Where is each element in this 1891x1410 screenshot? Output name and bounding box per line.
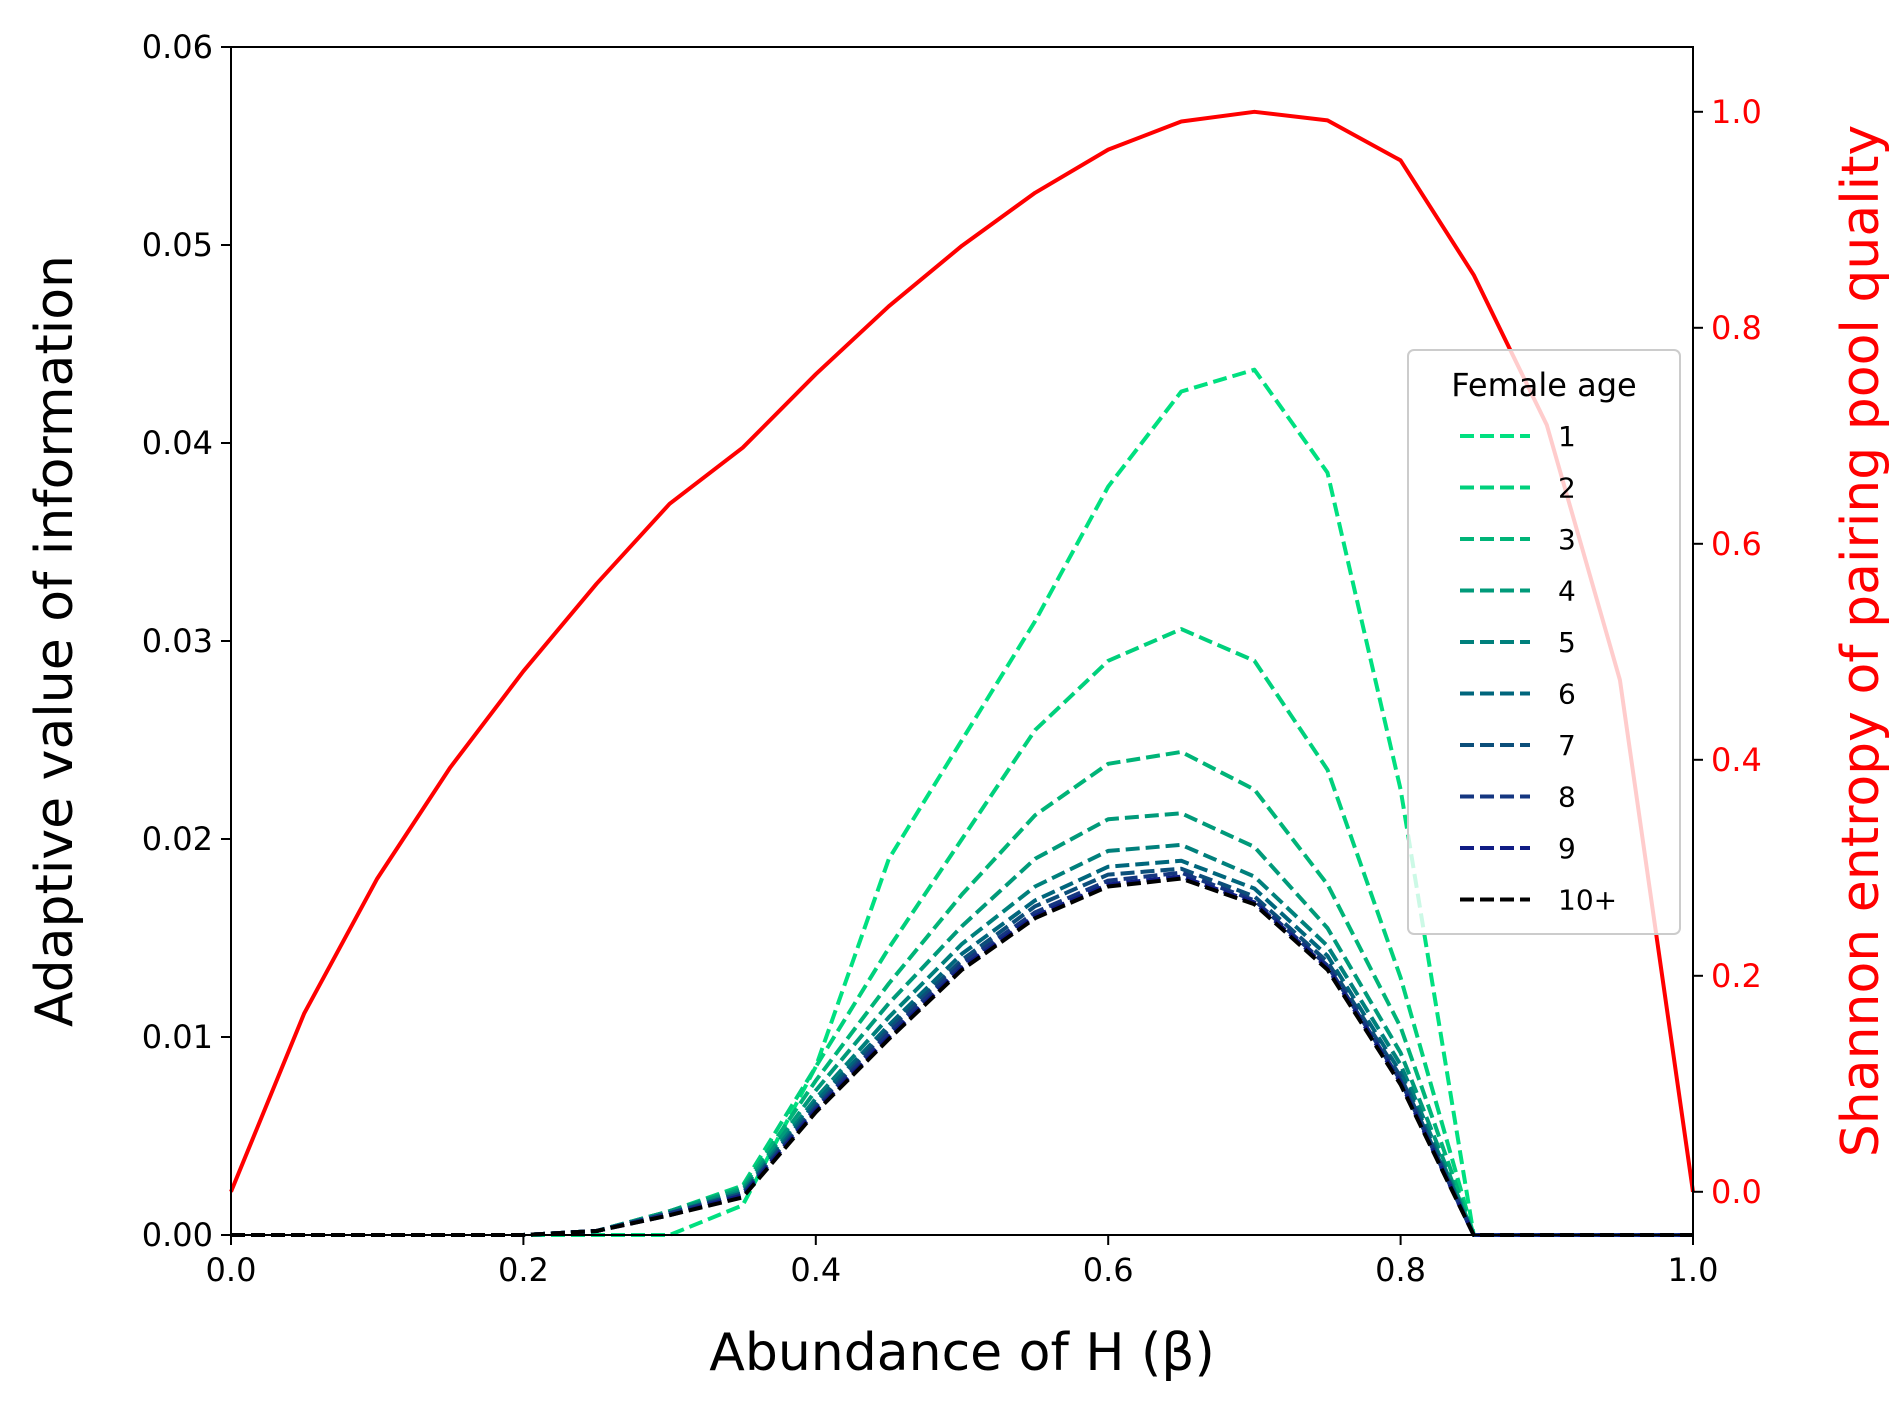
entropy-line bbox=[229, 109, 1695, 1193]
y-tick-label: 0.03 bbox=[142, 622, 213, 660]
legend-label: 1 bbox=[1558, 420, 1576, 453]
y2-axis-label: Shannon entropy of pairing pool quality bbox=[1831, 125, 1891, 1158]
x-tick-label: 0.4 bbox=[790, 1251, 841, 1289]
y-axis-label: Adaptive value of information bbox=[25, 255, 85, 1027]
legend-title: Female age bbox=[1451, 366, 1636, 404]
x-tick-label: 0.2 bbox=[498, 1251, 549, 1289]
y2-tick-label: 0.0 bbox=[1711, 1173, 1762, 1211]
y2-tick-label: 0.2 bbox=[1711, 957, 1762, 995]
y-tick-label: 0.05 bbox=[142, 226, 213, 264]
y2-tick-label: 0.4 bbox=[1711, 741, 1762, 779]
x-tick-label: 0.8 bbox=[1375, 1251, 1426, 1289]
x-axis: 0.0 0.2 0.4 0.6 0.8 1.0 bbox=[206, 1235, 1719, 1289]
legend-label: 7 bbox=[1558, 729, 1576, 762]
y-tick-label: 0.02 bbox=[142, 820, 213, 858]
x-tick-label: 0.6 bbox=[1083, 1251, 1134, 1289]
x-axis-label: Abundance of H (β) bbox=[709, 1323, 1214, 1383]
legend-label: 6 bbox=[1558, 678, 1576, 711]
y-tick-label: 0.06 bbox=[142, 28, 213, 66]
legend-label: 9 bbox=[1558, 832, 1576, 865]
legend: Female age 1 2 3 4 5 6 7 8 9 10+ bbox=[1407, 349, 1681, 935]
legend-label: 5 bbox=[1558, 626, 1576, 659]
y2-tick-label: 0.8 bbox=[1711, 309, 1762, 347]
legend-label: 2 bbox=[1558, 472, 1576, 505]
y-axis: 0.00 0.01 0.02 0.03 0.04 0.05 0.06 bbox=[142, 28, 231, 1254]
legend-label: 3 bbox=[1558, 523, 1576, 556]
y2-tick-label: 1.0 bbox=[1711, 93, 1762, 131]
y-tick-label: 0.01 bbox=[142, 1018, 213, 1056]
legend-label: 8 bbox=[1558, 781, 1576, 814]
y2-tick-label: 0.6 bbox=[1711, 525, 1762, 563]
x-tick-label: 1.0 bbox=[1668, 1251, 1719, 1289]
y-tick-label: 0.00 bbox=[142, 1216, 213, 1254]
y-tick-label: 0.04 bbox=[142, 424, 213, 462]
legend-label: 10+ bbox=[1558, 884, 1617, 917]
y2-axis: 0.0 0.2 0.4 0.6 0.8 1.0 bbox=[1693, 93, 1762, 1211]
legend-items: 1 2 3 4 5 6 7 8 9 10+ bbox=[1460, 420, 1617, 917]
x-tick-label: 0.0 bbox=[206, 1251, 257, 1289]
legend-label: 4 bbox=[1558, 575, 1576, 608]
legend-box bbox=[1407, 349, 1681, 935]
